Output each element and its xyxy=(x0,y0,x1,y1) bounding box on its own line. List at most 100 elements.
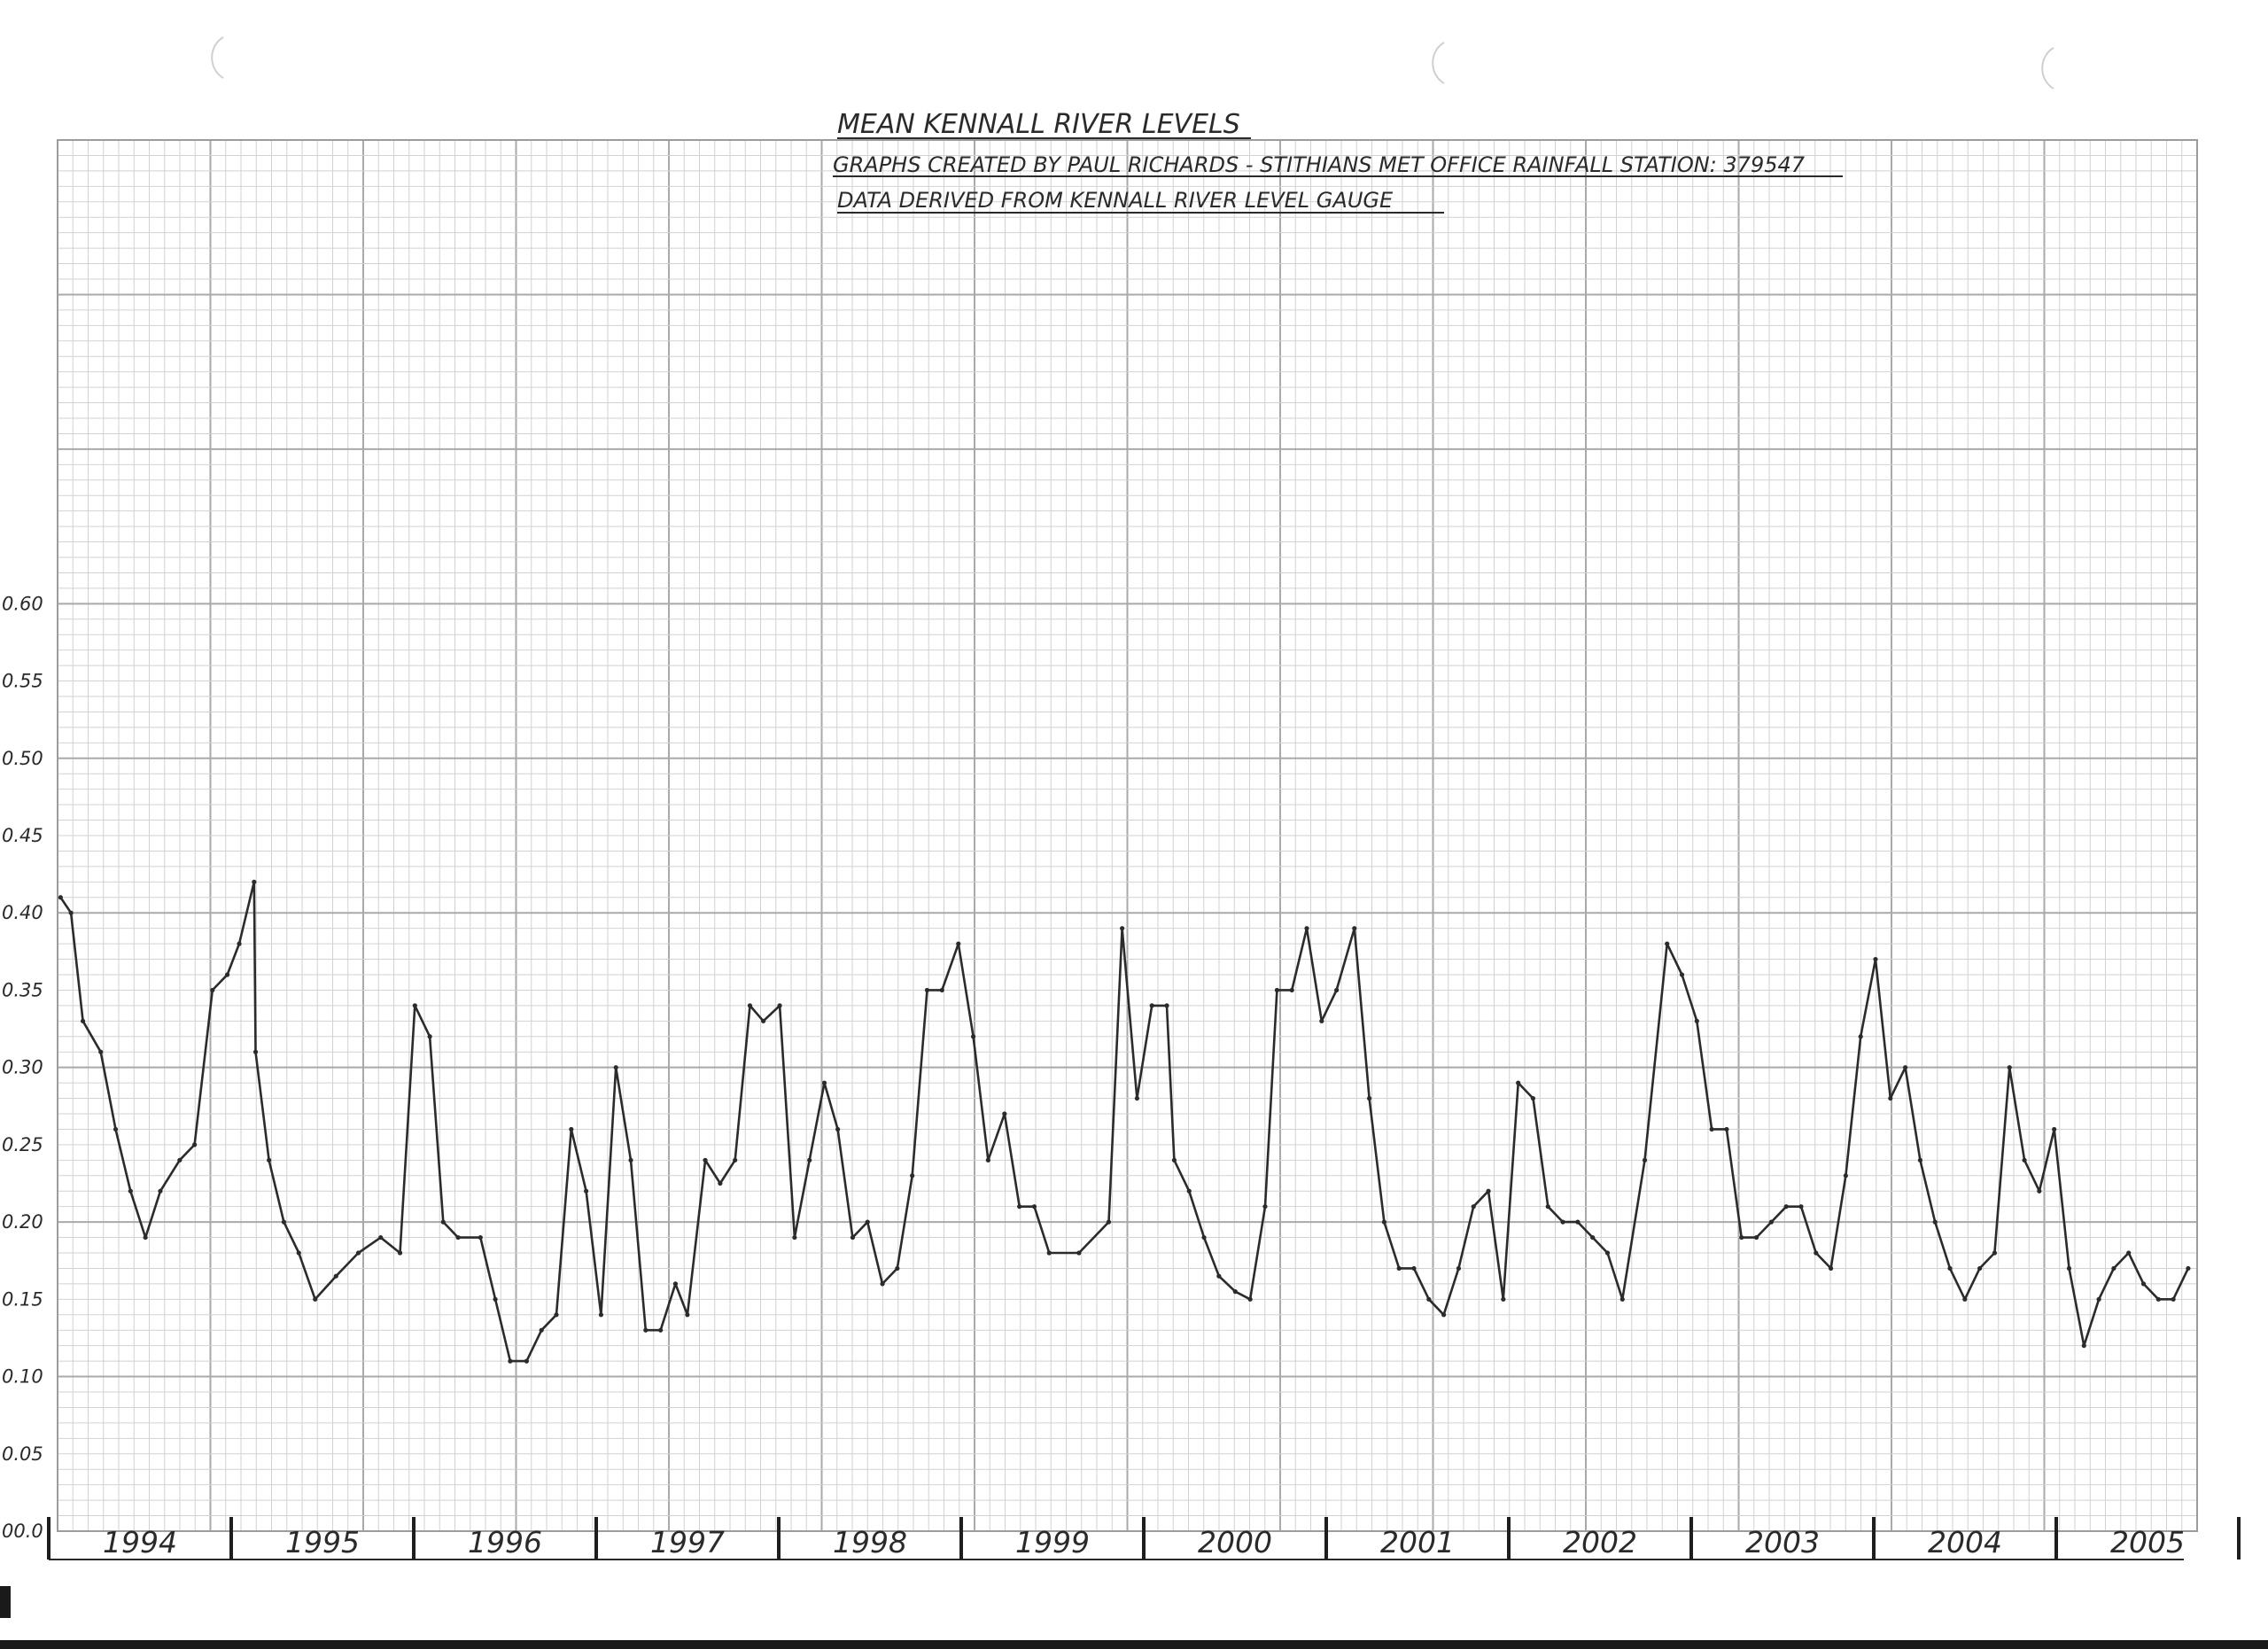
series-river-level xyxy=(58,879,2191,1364)
plot-border xyxy=(57,139,2198,1532)
chart-note: DATA DERIVED FROM KENNALL RIVER LEVEL GA… xyxy=(837,188,1394,213)
data-point xyxy=(1216,1273,1222,1279)
data-point xyxy=(1274,987,1279,993)
data-point xyxy=(2171,1296,2176,1302)
data-point xyxy=(1201,1234,1207,1241)
x-tick-label: 1997 xyxy=(650,1525,725,1560)
data-point xyxy=(2186,1265,2191,1272)
data-point xyxy=(98,1049,104,1054)
data-point xyxy=(1798,1204,1804,1210)
data-point xyxy=(895,1265,900,1272)
data-point xyxy=(1134,1095,1140,1101)
data-point xyxy=(1642,1157,1648,1163)
y-tick-label: 0.10 xyxy=(2,1366,43,1388)
data-point xyxy=(281,1219,287,1225)
x-tick-label: 2004 xyxy=(1928,1525,2002,1560)
x-tick-label: 2001 xyxy=(1380,1525,1455,1560)
data-point xyxy=(524,1358,529,1364)
data-point xyxy=(1426,1296,1432,1302)
data-point xyxy=(733,1157,738,1163)
data-point xyxy=(1545,1204,1550,1210)
data-point xyxy=(2052,1126,2057,1132)
punch-hole-right xyxy=(2041,47,2054,89)
data-point xyxy=(1709,1126,1714,1132)
y-tick-label: 00.0 xyxy=(2,1521,43,1542)
y-tick-label: 0.05 xyxy=(2,1443,43,1465)
data-point xyxy=(628,1157,633,1163)
data-point xyxy=(1456,1265,1462,1272)
data-point xyxy=(177,1157,183,1163)
data-point xyxy=(1828,1265,1834,1272)
data-point xyxy=(1888,1095,1893,1101)
data-point xyxy=(2037,1188,2042,1194)
page-corner-shadow xyxy=(0,1586,11,1618)
data-point xyxy=(1814,1250,1819,1256)
data-point xyxy=(1903,1065,1908,1070)
data-point xyxy=(970,1034,976,1039)
data-point xyxy=(956,941,961,946)
data-point xyxy=(508,1358,513,1364)
data-point xyxy=(252,1049,259,1054)
data-point xyxy=(1396,1265,1402,1272)
data-point xyxy=(1858,1034,1863,1039)
data-point xyxy=(760,1018,766,1023)
data-point xyxy=(1590,1234,1596,1241)
punch-hole-middle xyxy=(1432,42,1445,84)
data-point xyxy=(1501,1296,1506,1302)
data-point xyxy=(539,1327,544,1333)
data-point xyxy=(584,1188,589,1194)
y-tick-label: 0.60 xyxy=(2,593,43,614)
data-point xyxy=(1679,972,1685,977)
data-point xyxy=(1932,1219,1938,1225)
y-tick-label: 0.30 xyxy=(2,1057,43,1078)
data-point xyxy=(598,1312,604,1318)
data-point xyxy=(1232,1289,1238,1295)
data-point xyxy=(1352,926,1357,931)
data-point xyxy=(2007,1065,2012,1070)
data-point xyxy=(210,987,215,993)
data-point xyxy=(355,1250,361,1256)
x-axis: 1994 1995 1996 1997 1998 1999 2000 2001 2002 2003… xyxy=(47,1517,2241,1560)
x-tick-label: 1995 xyxy=(285,1525,360,1560)
data-point xyxy=(192,1142,198,1147)
data-point xyxy=(1486,1188,1491,1194)
data-point xyxy=(1046,1250,1052,1256)
data-point xyxy=(1120,926,1125,931)
data-point xyxy=(747,1003,753,1008)
data-point xyxy=(2140,1281,2147,1287)
data-point xyxy=(1076,1250,1082,1256)
data-point xyxy=(924,987,930,993)
data-point xyxy=(1304,926,1309,931)
data-point xyxy=(1262,1204,1268,1210)
data-point xyxy=(1753,1234,1759,1241)
data-point xyxy=(493,1296,498,1302)
data-point xyxy=(1516,1080,1521,1085)
data-point xyxy=(777,1003,782,1008)
data-point xyxy=(1665,941,1670,946)
x-tick-label: 1998 xyxy=(833,1525,907,1560)
data-point xyxy=(658,1327,664,1333)
data-point xyxy=(1873,956,1878,962)
data-point xyxy=(807,1157,812,1163)
data-point xyxy=(672,1281,679,1287)
x-tick-label: 2005 xyxy=(2110,1525,2185,1560)
data-point xyxy=(1106,1219,1112,1225)
data-point xyxy=(80,1018,86,1023)
punch-hole-left xyxy=(211,36,224,79)
data-point xyxy=(2155,1296,2161,1302)
data-point xyxy=(718,1180,723,1186)
data-point xyxy=(613,1065,618,1070)
data-point xyxy=(1992,1250,1998,1256)
data-point xyxy=(1411,1265,1417,1272)
x-tick-label: 2002 xyxy=(1563,1525,1637,1560)
series-line xyxy=(59,881,2190,1363)
data-point xyxy=(792,1234,797,1241)
data-point xyxy=(910,1173,915,1178)
chart-title: MEAN KENNALL RIVER LEVELS xyxy=(837,109,1240,140)
y-tick-label: 0.15 xyxy=(2,1288,43,1310)
data-point xyxy=(1289,987,1294,993)
x-tick-label: 1999 xyxy=(1015,1525,1090,1560)
data-point xyxy=(554,1312,559,1318)
data-point xyxy=(2022,1157,2027,1163)
data-point xyxy=(1002,1111,1007,1116)
